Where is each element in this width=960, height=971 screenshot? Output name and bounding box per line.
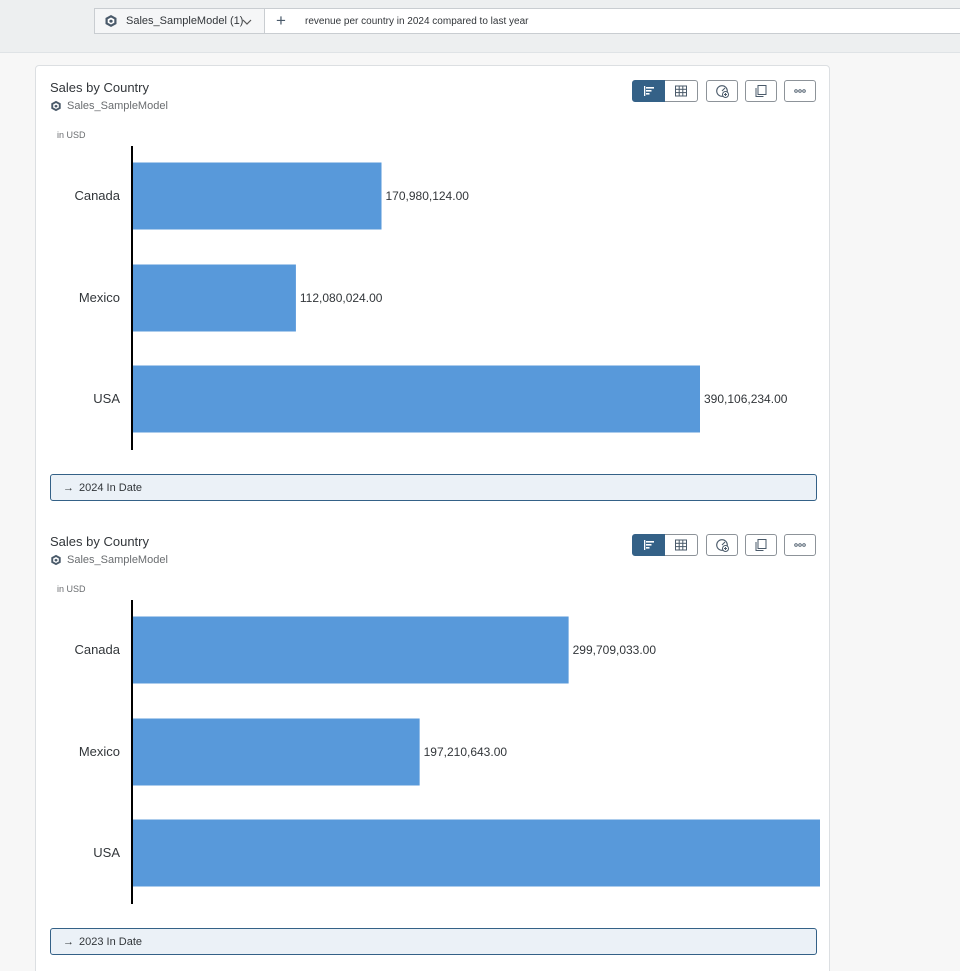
bar-mexico[interactable] (133, 718, 420, 786)
value-label: 112,080,024.00 (300, 291, 383, 305)
explore-icon (715, 538, 729, 552)
table-view-button[interactable] (665, 534, 698, 556)
copy-button[interactable] (745, 534, 777, 556)
model-cube-icon (51, 100, 61, 112)
explore-button[interactable] (706, 534, 738, 556)
model-cube-icon (105, 15, 117, 27)
category-label: Mexico (79, 744, 120, 759)
bar-canada[interactable] (133, 162, 382, 230)
table-icon (675, 539, 687, 551)
category-label: Canada (74, 188, 120, 203)
query-text: revenue per country in 2024 compared to … (305, 15, 529, 27)
unit-label: in USD (57, 130, 86, 140)
category-label: USA (93, 391, 120, 406)
chart-title: Sales by Country (50, 534, 149, 549)
copy-button[interactable] (745, 80, 777, 102)
date-filter-label: 2024 In Date (79, 481, 142, 494)
unit-label: in USD (57, 584, 86, 594)
more-icon (794, 543, 806, 547)
results-card: Sales by Country Sales_SampleModel (35, 65, 830, 971)
arrow-right-icon: → (63, 481, 74, 494)
arrow-right-icon: → (63, 935, 74, 948)
bar-chart: Canada 170,980,124.00 Mexico 112,080,024.00… (74, 146, 788, 450)
more-icon (794, 89, 806, 93)
value-label: 170,980,124.00 (386, 189, 470, 203)
chevron-down-icon (242, 19, 252, 25)
more-button[interactable] (784, 80, 816, 102)
table-icon (675, 85, 687, 97)
chart-section: Sales by Country Sales_SampleModel (36, 520, 831, 971)
bar-chart-view-button[interactable] (632, 534, 665, 556)
date-filter-bar[interactable]: → 2024 In Date (50, 474, 817, 501)
bar-chart: Canada 299,709,033.00 Mexico 197,210,643.00… (74, 600, 820, 904)
category-label: Canada (74, 642, 120, 657)
bar-chart-icon (643, 86, 654, 96)
explore-icon (715, 84, 729, 98)
more-button[interactable] (784, 534, 816, 556)
bar-usa[interactable] (133, 365, 700, 433)
chart-model: Sales_SampleModel (50, 554, 168, 566)
chart-title: Sales by Country (50, 80, 149, 95)
model-selector[interactable]: Sales_SampleModel (1) (94, 8, 265, 34)
chart-model-label: Sales_SampleModel (67, 554, 168, 566)
bar-chart-icon (643, 540, 654, 550)
explore-button[interactable] (706, 80, 738, 102)
query-input[interactable]: + revenue per country in 2024 compared t… (264, 8, 960, 34)
bar-canada[interactable] (133, 616, 569, 684)
date-filter-bar[interactable]: → 2023 In Date (50, 928, 817, 955)
copy-icon (755, 539, 767, 551)
chart-toolbar (632, 534, 823, 556)
value-label: 299,709,033.00 (573, 643, 657, 657)
bar-chart-view-button[interactable] (632, 80, 665, 102)
plus-icon[interactable]: + (276, 11, 286, 30)
top-bar: Sales_SampleModel (1) + revenue per coun… (0, 0, 960, 53)
bar-mexico[interactable] (133, 264, 296, 332)
model-cube-icon (51, 554, 61, 566)
copy-icon (755, 85, 767, 97)
table-view-button[interactable] (665, 80, 698, 102)
chart-toolbar (632, 80, 823, 102)
date-filter-label: 2023 In Date (79, 935, 142, 948)
category-label: USA (93, 845, 120, 860)
value-label: 390,106,234.00 (704, 392, 788, 406)
chart-model-label: Sales_SampleModel (67, 100, 168, 112)
value-label: 197,210,643.00 (424, 745, 508, 759)
bar-usa[interactable] (133, 819, 820, 887)
model-selector-label: Sales_SampleModel (1) (126, 15, 244, 27)
category-label: Mexico (79, 290, 120, 305)
chart-model: Sales_SampleModel (50, 100, 168, 112)
chart-section: Sales by Country Sales_SampleModel (36, 66, 831, 520)
